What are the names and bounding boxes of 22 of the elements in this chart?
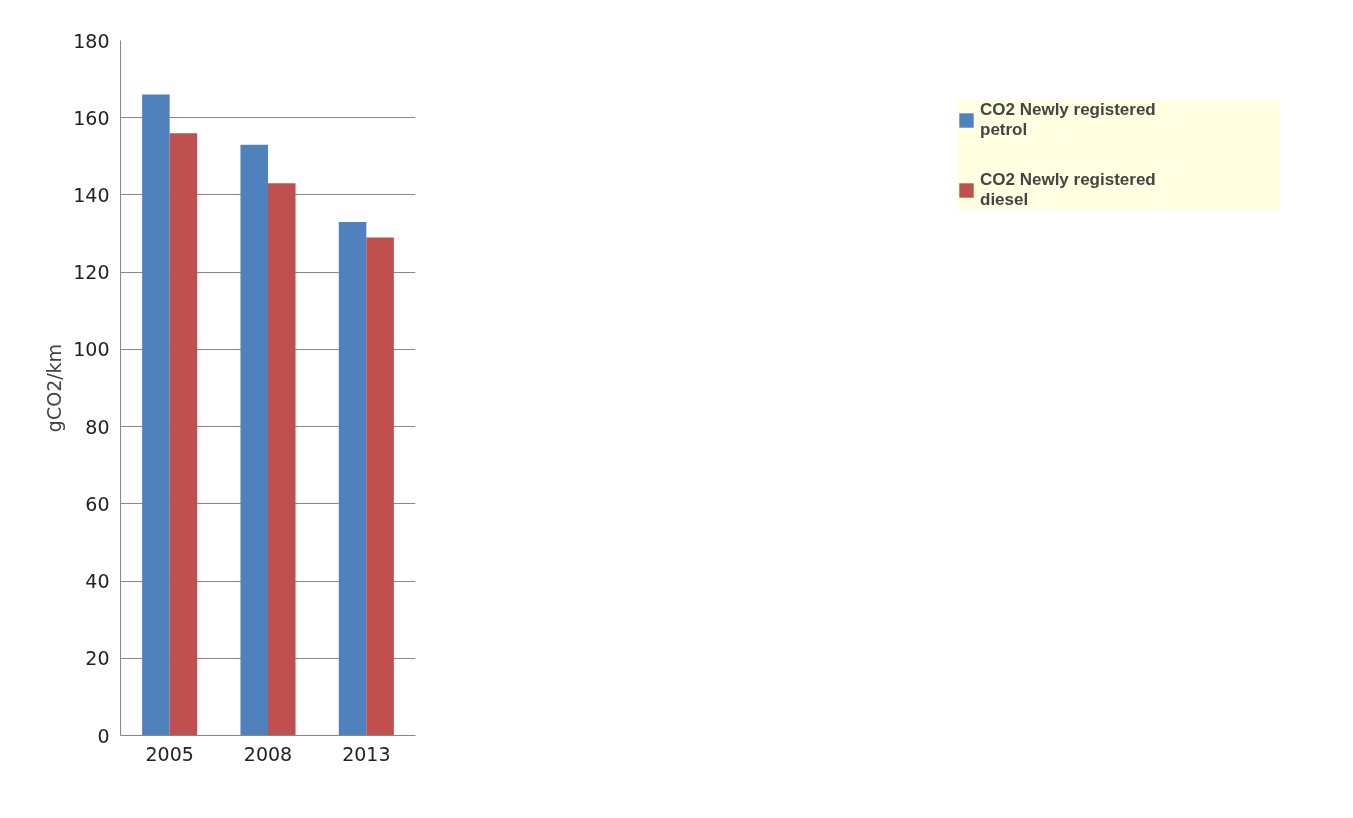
y-tick-label: 100 <box>73 338 110 361</box>
y-axis-title: gCO2/km <box>43 343 66 433</box>
bar <box>366 237 394 736</box>
y-tick-label: 180 <box>73 29 110 52</box>
y-tick-label: 120 <box>73 261 110 284</box>
bar <box>142 94 170 736</box>
bar <box>240 144 268 736</box>
legend-label: CO2 Newly registered diesel <box>980 170 1157 210</box>
y-tick-label: 40 <box>85 570 110 593</box>
legend-label: CO2 Newly registered petrol <box>980 100 1157 140</box>
x-tick-label: 2008 <box>243 742 293 765</box>
y-tick-label: 160 <box>73 106 110 129</box>
bar <box>268 183 296 736</box>
bar <box>169 133 198 736</box>
y-tick-label: 140 <box>73 183 110 206</box>
bar <box>338 221 367 736</box>
y-tick-label: 0 <box>97 724 110 747</box>
y-tick-label: 60 <box>85 492 110 515</box>
x-tick-label: 2005 <box>145 742 194 765</box>
y-tick-label: 20 <box>85 647 110 670</box>
x-tick-label: 2013 <box>342 742 391 765</box>
y-tick-label: 80 <box>85 415 110 438</box>
